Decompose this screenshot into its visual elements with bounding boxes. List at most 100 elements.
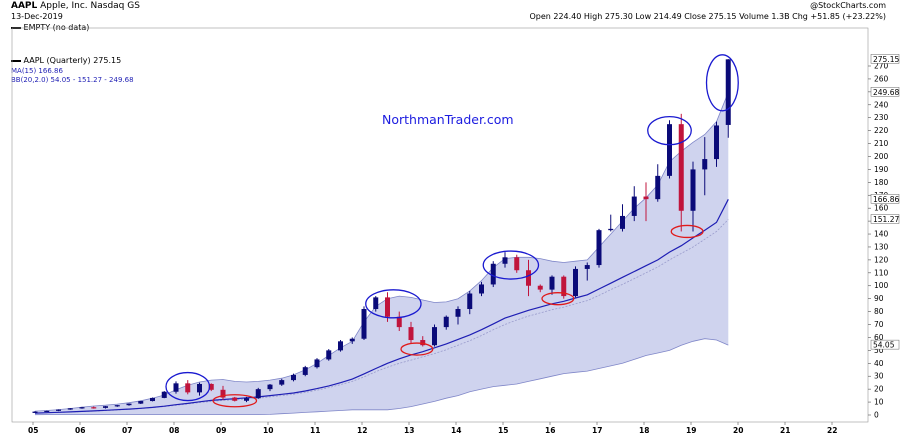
- y-tick-label: 240: [874, 100, 889, 109]
- empty-legend-text: EMPTY (no data): [23, 23, 90, 32]
- candle-body: [573, 268, 578, 297]
- y-tick-label: 100: [874, 281, 889, 290]
- candle-body: [173, 383, 179, 392]
- candle-body: [103, 406, 108, 408]
- candle-body: [549, 276, 555, 290]
- x-tick-label: 06: [75, 426, 85, 435]
- y-tick-label: 110: [874, 268, 889, 277]
- ma-line: [34, 199, 729, 414]
- candle-body: [455, 309, 461, 317]
- candle-body: [537, 285, 543, 290]
- price-label-box: [870, 54, 900, 64]
- candle-body: [408, 327, 414, 341]
- candle-body: [361, 309, 367, 339]
- y-tick-label: 50: [874, 346, 884, 355]
- top-circle-annotation: [647, 115, 692, 146]
- source-credit: @StockCharts.com: [810, 1, 886, 10]
- candle-body: [714, 125, 719, 160]
- candle-body: [443, 316, 449, 328]
- candle-body: [185, 383, 191, 393]
- candle-body: [655, 175, 661, 200]
- annotations: [165, 54, 739, 408]
- candle-body: [255, 389, 261, 399]
- candle-body: [267, 384, 273, 390]
- x-tick-label: 10: [263, 426, 273, 435]
- x-tick-label: 13: [404, 426, 414, 435]
- candle-body: [432, 327, 437, 346]
- candle-body: [302, 367, 308, 375]
- y-tick-label: 90: [874, 294, 884, 303]
- x-tick-label: 05: [28, 426, 38, 435]
- candle-body: [385, 297, 390, 317]
- price-label-box: [870, 214, 900, 224]
- candle-body: [326, 350, 332, 360]
- y-tick-label: 270: [874, 62, 889, 71]
- x-tick-label: 16: [545, 426, 555, 435]
- candle-body: [114, 405, 120, 407]
- candle-body: [467, 293, 473, 310]
- y-tick-label: 140: [874, 230, 889, 239]
- candle-body: [702, 159, 708, 170]
- candle-body: [138, 401, 144, 404]
- legend-bb: BB(20,2.0) 54.05 - 151.27 - 249.68: [11, 75, 134, 85]
- y-tick-label: 230: [874, 113, 889, 122]
- candle-body: [643, 196, 649, 200]
- price-label-text: 275.15: [873, 55, 899, 64]
- x-tick-label: 18: [639, 426, 649, 435]
- price-label-box: [870, 87, 900, 97]
- candle-body: [197, 383, 202, 393]
- candle-body: [526, 270, 531, 286]
- legend-ma-text: MA(15) 166.86: [11, 67, 63, 75]
- candle-body: [725, 59, 731, 125]
- candle-body: [631, 196, 637, 216]
- x-tick-label: 12: [357, 426, 367, 435]
- candle-body: [79, 407, 85, 409]
- legend-price-swatch: [11, 59, 21, 62]
- y-tick-label: 200: [874, 152, 889, 161]
- candle-body: [420, 340, 426, 346]
- bottom-circle-annotation: [212, 394, 258, 408]
- x-tick-label: 17: [592, 426, 602, 435]
- candle-body: [208, 383, 214, 390]
- candle-body: [44, 410, 50, 413]
- ohlc-readout: Open 224.40 High 275.30 Low 214.49 Close…: [529, 12, 886, 21]
- price-labels: 275.15 249.68 166.86 151.27 54.05: [870, 54, 900, 350]
- candle-body: [314, 359, 320, 368]
- legend-bb-text: BB(20,2.0) 54.05 - 151.27 - 249.68: [11, 76, 134, 84]
- candle-body: [349, 338, 355, 342]
- y-tick-label: 40: [874, 359, 884, 368]
- bb-lower-line: [34, 338, 729, 416]
- candle-body: [244, 398, 249, 401]
- candle-body: [514, 257, 520, 271]
- x-tick-label: 11: [310, 426, 320, 435]
- y-tick-label: 70: [874, 320, 884, 329]
- candle-body: [690, 169, 696, 211]
- bottom-circle-annotation: [670, 224, 704, 239]
- legend-price: AAPL (Quarterly) 275.15: [11, 56, 121, 66]
- price-label-text: 249.68: [873, 88, 899, 97]
- bottom-circle-annotation: [400, 342, 434, 356]
- y-tick-label: 160: [874, 204, 889, 213]
- price-label-text: 151.27: [873, 215, 899, 224]
- header-date: 13-Dec-2019: [11, 12, 63, 21]
- x-tick-label: 15: [498, 426, 508, 435]
- header-symbol-line: AAPL Apple, Inc. Nasdaq GS: [11, 1, 140, 11]
- x-tick-label: 20: [733, 426, 743, 435]
- candle-body: [291, 374, 296, 381]
- y-tick-label: 190: [874, 165, 889, 174]
- plot-frame: [11, 27, 869, 423]
- top-circle-annotation: [165, 371, 211, 402]
- watermark: NorthmanTrader.com: [382, 112, 514, 127]
- candle-body: [479, 284, 484, 294]
- candle-body: [667, 124, 672, 176]
- price-label-box: [870, 339, 900, 350]
- x-tick-label: 09: [216, 426, 226, 435]
- legend-ma: MA(15) 166.86: [11, 66, 63, 76]
- company-name: Apple, Inc. Nasdaq GS: [40, 1, 140, 11]
- candle-body: [490, 263, 496, 285]
- candle-body: [32, 411, 38, 413]
- candle-body: [678, 124, 684, 211]
- y-tick-label: 60: [874, 333, 884, 342]
- y-tick-label: 30: [874, 372, 884, 381]
